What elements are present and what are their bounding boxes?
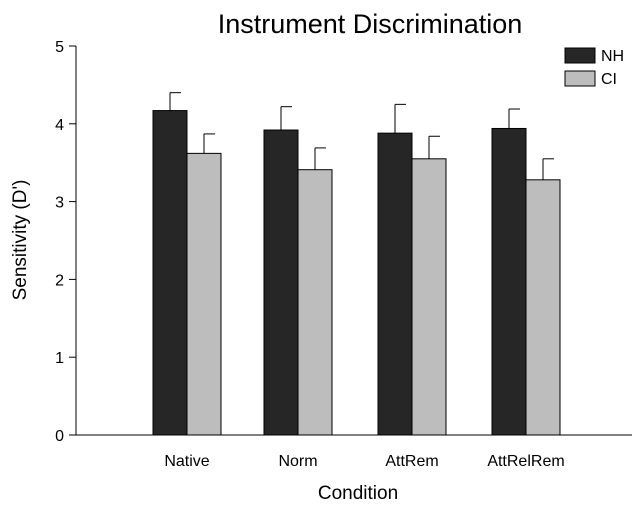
bar-ci-attrem (411, 158, 447, 436)
y-tick-label: 4 (55, 117, 64, 134)
legend-label-nh: NH (601, 48, 624, 65)
bar-nh-attrelrem (491, 127, 527, 436)
x-axis-label: Condition (318, 483, 398, 504)
legend-swatch-ci (564, 70, 596, 87)
y-tick-label: 1 (55, 350, 64, 367)
bar-ci-norm (297, 169, 333, 436)
y-tick-label: 5 (55, 39, 64, 56)
plot-area: 0 1 2 3 4 5 Native Norm AttRem AttRelRem (55, 39, 632, 470)
y-tick-label: 3 (55, 195, 64, 212)
bar-nh-norm (263, 129, 299, 436)
x-tick-label: AttRem (385, 453, 438, 470)
y-tick-label: 0 (55, 428, 64, 445)
legend: NH CI (564, 47, 624, 88)
legend-label-ci: CI (601, 71, 617, 88)
x-tick-label: AttRelRem (487, 453, 564, 470)
chart-title: Instrument Discrimination (218, 9, 523, 39)
bar-ci-native (186, 152, 222, 436)
bar-ci-attrelrem (525, 179, 561, 436)
x-tick-label: Norm (278, 453, 317, 470)
x-tick-label: Native (164, 453, 209, 470)
y-axis-label: Sensitivity (D') (10, 180, 31, 301)
legend-swatch-nh (564, 47, 596, 64)
bar-nh-native (152, 110, 188, 436)
y-tick-label: 2 (55, 272, 64, 289)
bar-nh-attrem (377, 132, 413, 436)
